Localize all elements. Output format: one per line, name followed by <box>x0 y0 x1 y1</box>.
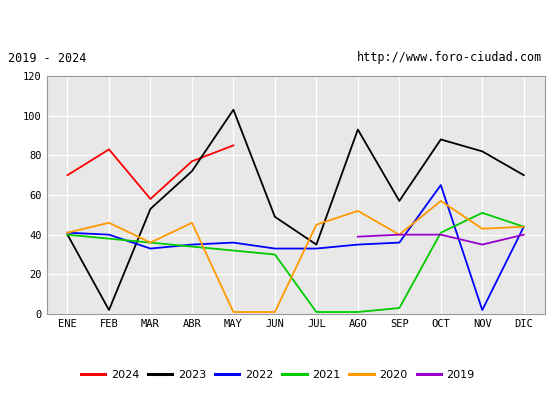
Legend: 2024, 2023, 2022, 2021, 2020, 2019: 2024, 2023, 2022, 2021, 2020, 2019 <box>76 366 479 384</box>
Text: 2019 - 2024: 2019 - 2024 <box>8 52 87 64</box>
Text: Evolucion Nº Turistas Extranjeros en el municipio de El Campillo: Evolucion Nº Turistas Extranjeros en el … <box>19 14 531 28</box>
Text: http://www.foro-ciudad.com: http://www.foro-ciudad.com <box>356 52 542 64</box>
